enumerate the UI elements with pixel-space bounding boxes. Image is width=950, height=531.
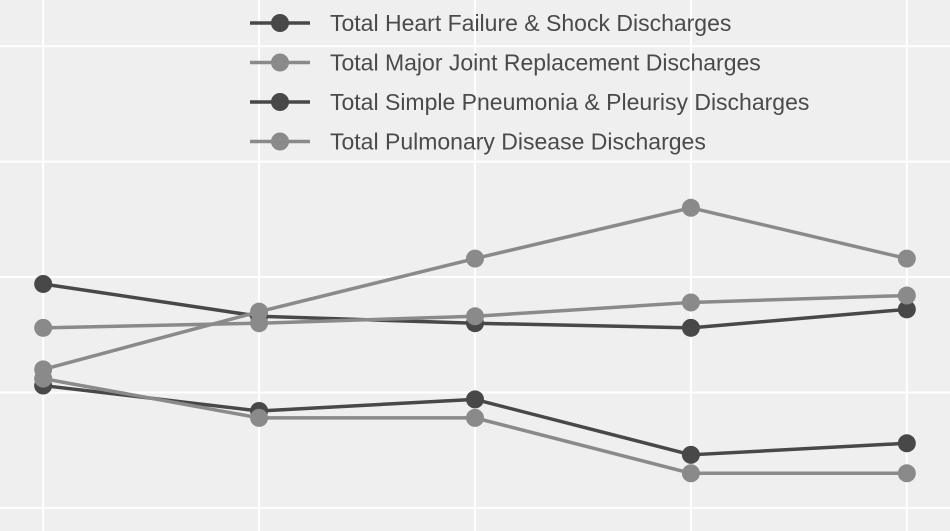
legend-item-2: Total Simple Pneumonia & Pleurisy Discha… xyxy=(250,89,809,115)
legend-item-0: Total Heart Failure & Shock Discharges xyxy=(250,10,731,36)
data-point-1-4 xyxy=(897,249,916,268)
series-layer xyxy=(34,198,916,483)
data-point-2-2 xyxy=(466,390,484,409)
data-point-3-0 xyxy=(34,369,53,388)
data-point-4-3 xyxy=(681,293,700,312)
legend-label-0: Total Heart Failure & Shock Discharges xyxy=(330,10,731,36)
legend-item-3: Total Pulmonary Disease Discharges xyxy=(250,129,706,155)
data-point-0-3 xyxy=(681,318,700,337)
legend-marker-3 xyxy=(271,132,289,151)
data-point-1-2 xyxy=(466,249,484,268)
legend-label-1: Total Major Joint Replacement Discharges xyxy=(330,50,761,76)
legend-marker-2 xyxy=(271,93,289,111)
series-3 xyxy=(34,369,916,483)
data-point-4-4 xyxy=(897,286,916,305)
data-point-4-0 xyxy=(34,318,53,337)
legend: Total Heart Failure & Shock Discharges To… xyxy=(250,10,809,155)
data-point-0-4 xyxy=(897,300,916,319)
legend-marker-1 xyxy=(271,53,289,72)
data-point-2-4 xyxy=(897,434,916,453)
data-point-3-2 xyxy=(466,408,484,427)
legend-label-3: Total Pulmonary Disease Discharges xyxy=(330,129,706,155)
data-point-2-3 xyxy=(681,445,700,464)
legend-marker-0 xyxy=(271,14,289,32)
data-point-3-3 xyxy=(681,464,700,483)
data-point-4-1 xyxy=(250,314,269,333)
data-point-4-2 xyxy=(466,307,484,326)
legend-item-1: Total Major Joint Replacement Discharges xyxy=(250,50,761,76)
data-point-0-0 xyxy=(34,274,53,293)
data-point-3-1 xyxy=(250,408,269,427)
data-point-3-4 xyxy=(897,464,916,483)
legend-label-2: Total Simple Pneumonia & Pleurisy Discha… xyxy=(330,89,809,115)
data-point-1-3 xyxy=(681,198,700,217)
series-4 xyxy=(34,286,916,337)
